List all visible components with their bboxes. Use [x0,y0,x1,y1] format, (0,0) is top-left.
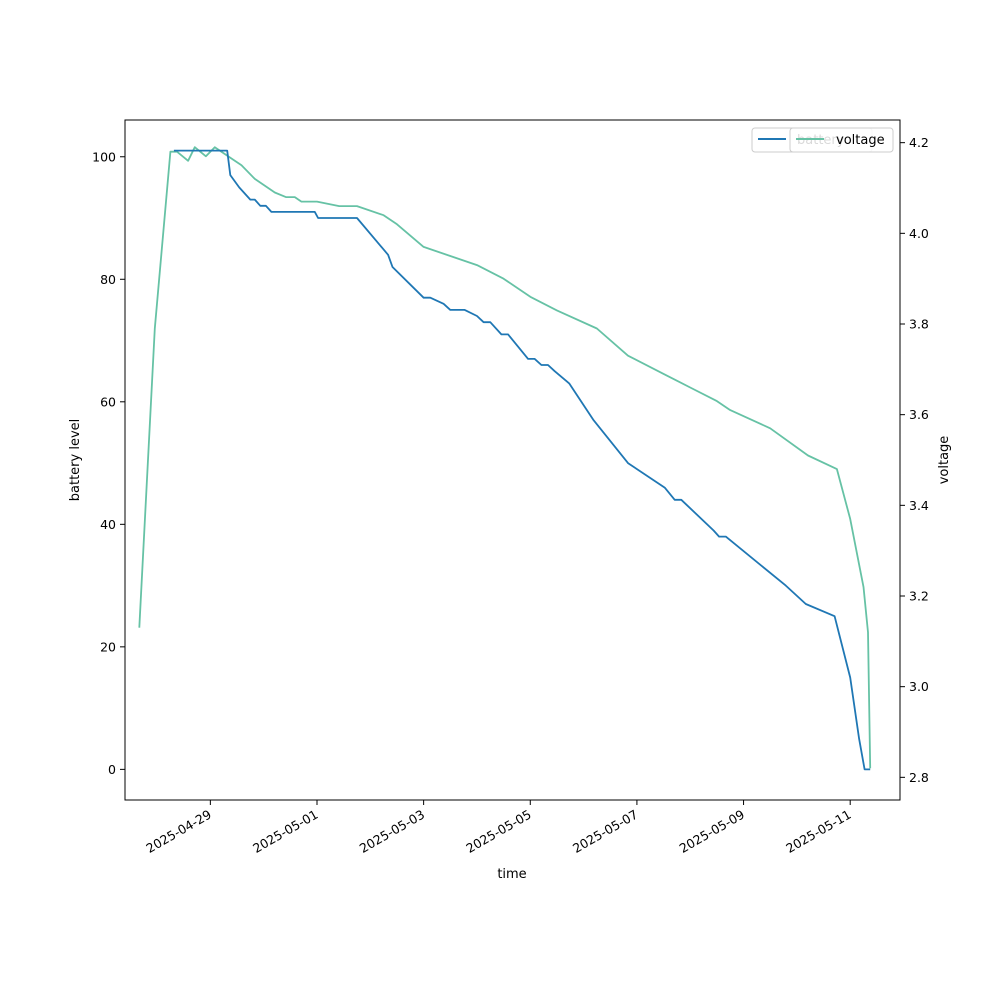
x-axis-label: time [497,867,526,882]
plot-frame [124,119,901,801]
y2-axis-label: voltage [937,436,952,485]
x-tick-label: 2025-05-03 [357,807,427,856]
y2-tick-label: 3.8 [909,317,929,332]
y2-tick-label: 4.2 [909,135,929,150]
y2-tick-label: 3.6 [909,407,929,422]
y-tick-label: 20 [100,639,116,654]
x-tick-label: 2025-05-09 [677,807,747,856]
legend-voltage: voltage [789,127,894,153]
x-tick-label: 2025-05-05 [463,807,533,856]
y-axis-label: battery level [68,419,83,502]
series-line-battery [173,149,871,771]
series-layer [138,146,872,771]
y-tick-label: 40 [100,517,116,532]
x-tick-label: 2025-05-11 [783,807,853,856]
y-tick-label: 0 [108,762,116,777]
y2-tick-label: 2.8 [909,770,929,785]
plot-area [125,120,900,800]
legend-voltage-box [789,127,894,153]
x-tick-label: 2025-05-01 [250,807,320,856]
y-tick-label: 100 [92,149,116,164]
y2-tick-label: 3.4 [909,498,929,513]
series-line-voltage [138,146,872,769]
y2-tick-label: 3.0 [909,679,929,694]
y-tick-label: 60 [100,394,116,409]
y-tick-label: 80 [100,272,116,287]
y2-tick-label: 4.0 [909,226,929,241]
legend-voltage-label: voltage [836,133,885,148]
x-tick-label: 2025-05-07 [570,807,640,856]
x-tick-label: 2025-04-29 [143,807,213,856]
y2-tick-label: 3.2 [909,589,929,604]
